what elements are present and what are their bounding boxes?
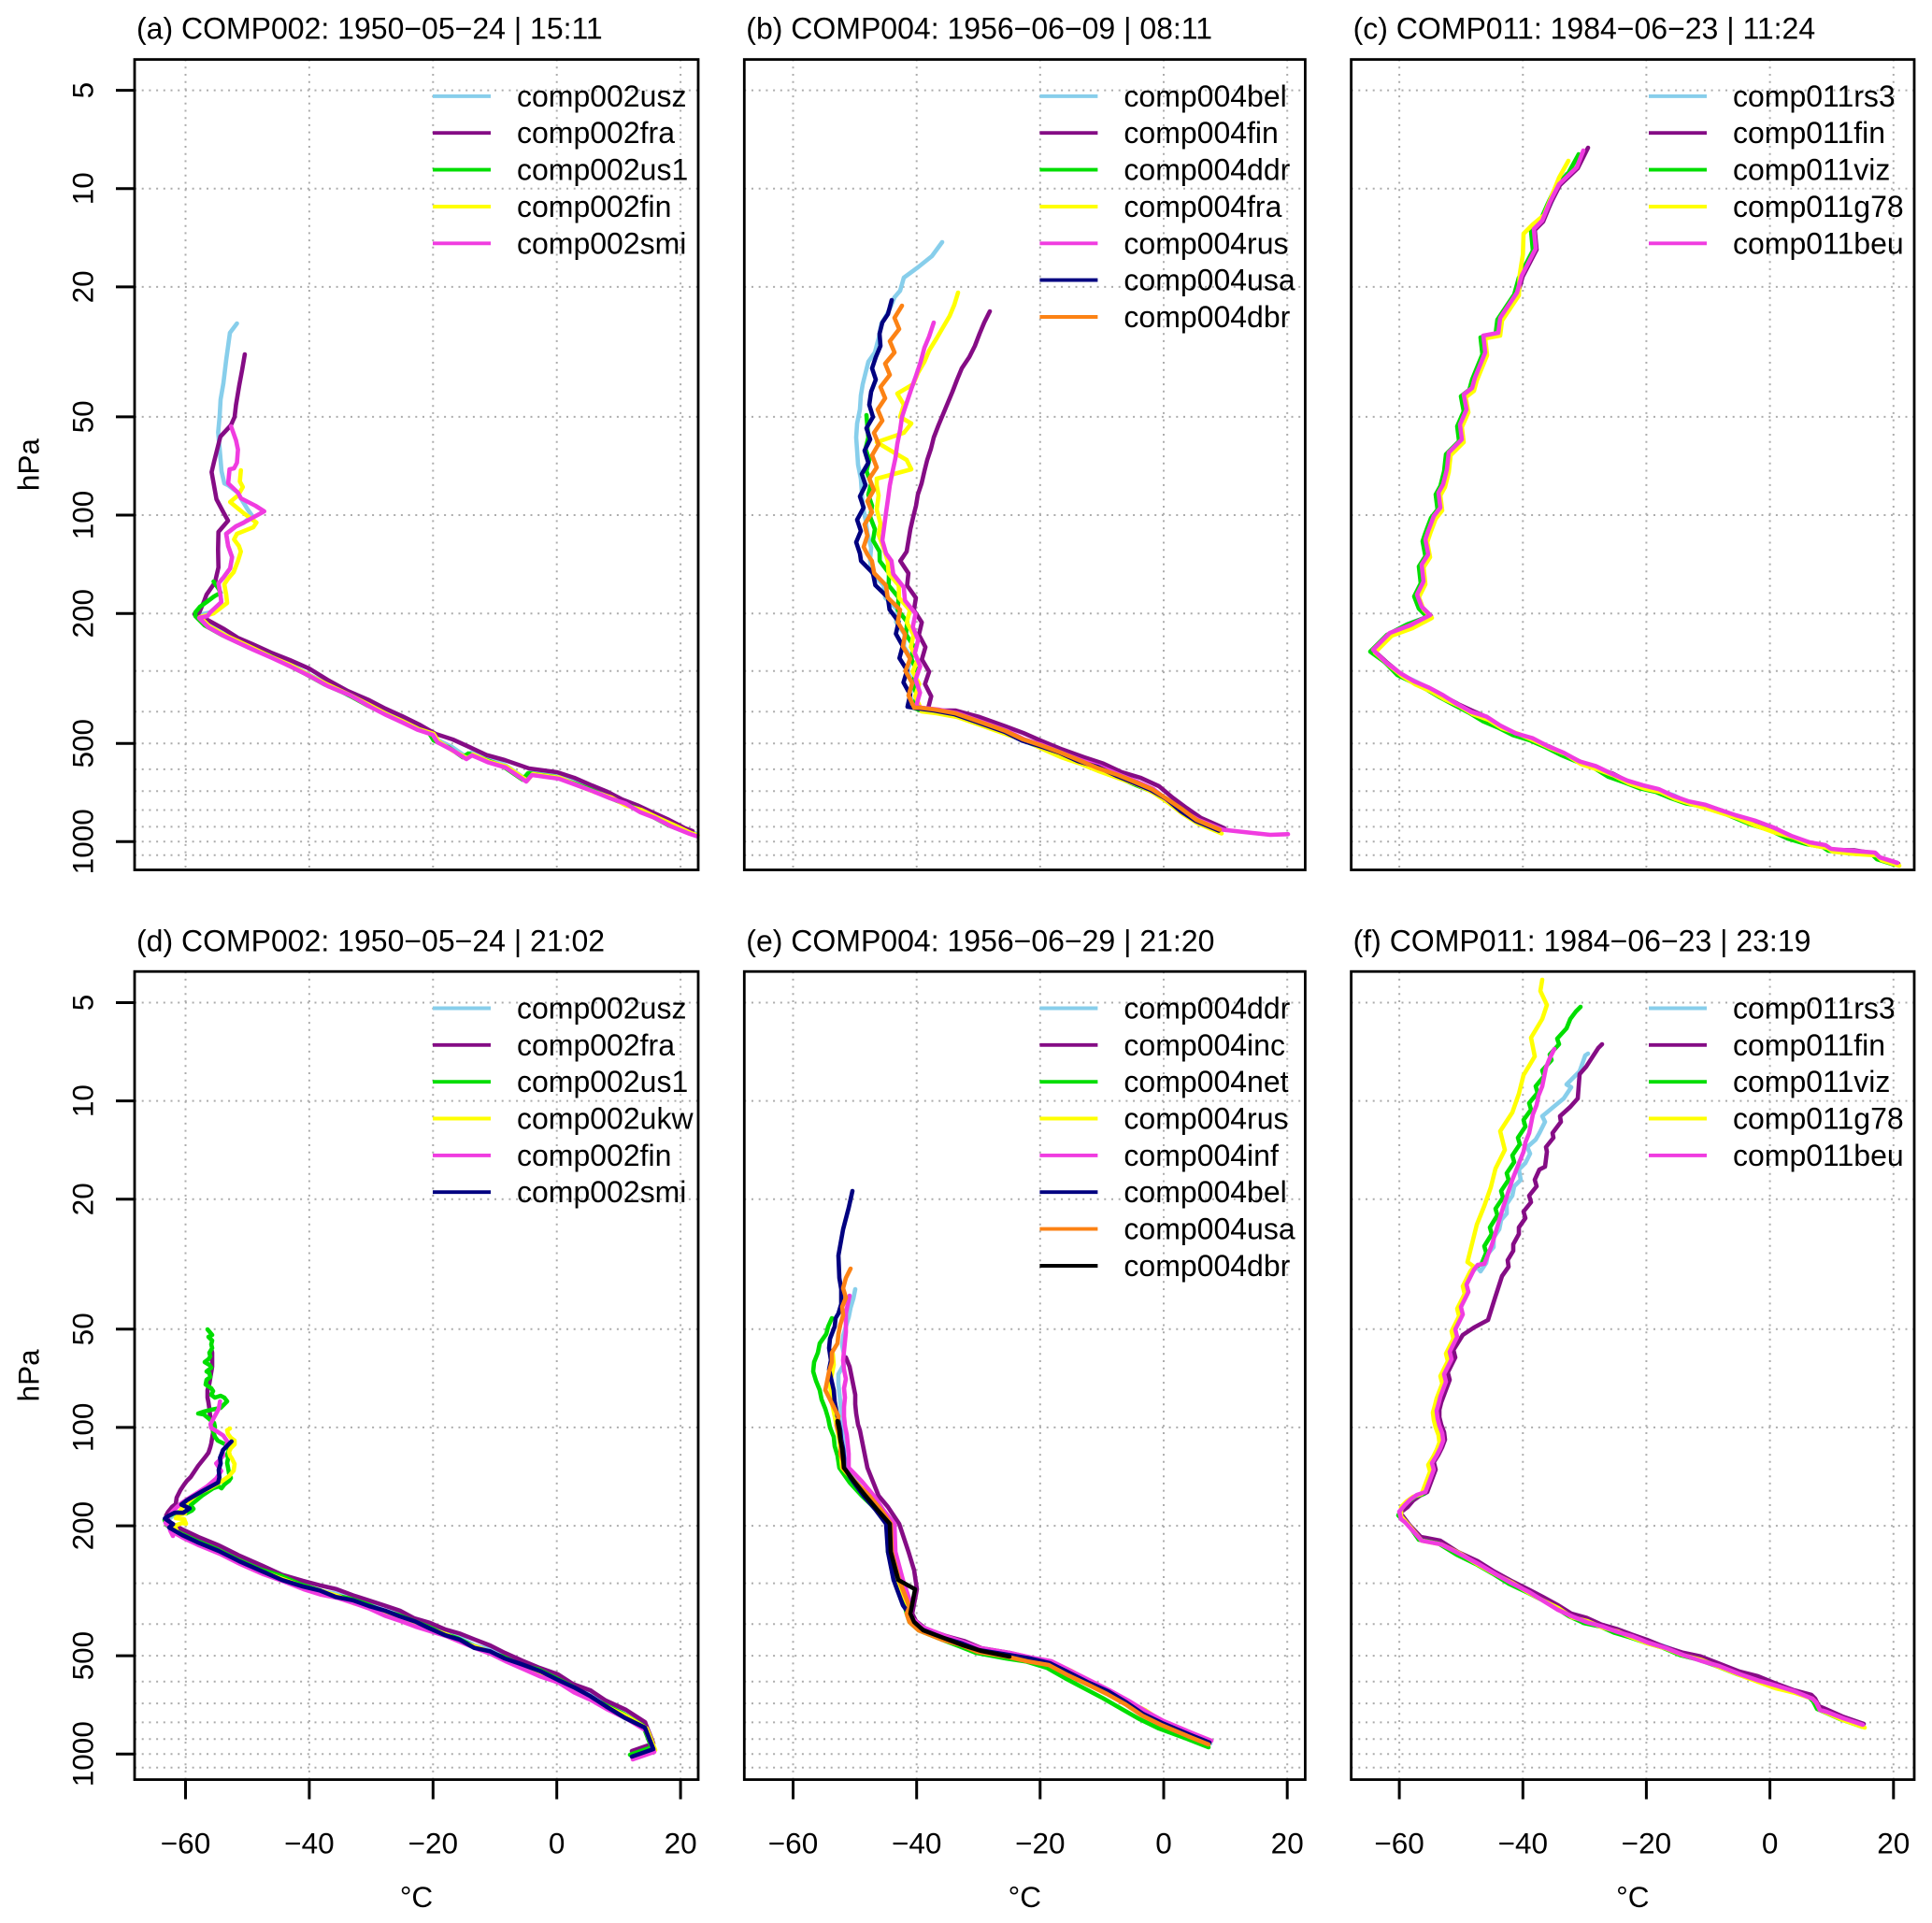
svg-text:−60: −60 — [161, 1827, 210, 1860]
svg-text:comp004inf: comp004inf — [1123, 1139, 1279, 1172]
svg-text:comp004fra: comp004fra — [1123, 190, 1281, 223]
svg-text:0: 0 — [1762, 1827, 1779, 1860]
svg-text:1000: 1000 — [66, 809, 100, 874]
svg-text:comp002fra: comp002fra — [517, 1028, 675, 1062]
svg-text:(b) COMP004: 1956−06−09 | 08:1: (b) COMP004: 1956−06−09 | 08:11 — [746, 12, 1212, 46]
svg-text:comp002usz: comp002usz — [517, 992, 686, 1026]
svg-text:(d) COMP002: 1950−05−24 | 21:0: (d) COMP002: 1950−05−24 | 21:02 — [136, 924, 605, 957]
svg-text:−40: −40 — [892, 1827, 941, 1860]
svg-text:comp002fra: comp002fra — [517, 116, 675, 150]
svg-text:(a) COMP002: 1950−05−24 | 15:1: (a) COMP002: 1950−05−24 | 15:11 — [136, 12, 603, 46]
svg-text:comp011fin: comp011fin — [1733, 1028, 1885, 1062]
svg-text:100: 100 — [66, 491, 100, 540]
svg-text:(c) COMP011: 1984−06−23 | 11:2: (c) COMP011: 1984−06−23 | 11:24 — [1353, 12, 1816, 46]
svg-text:comp011viz: comp011viz — [1733, 1065, 1890, 1098]
svg-text:50: 50 — [66, 400, 100, 433]
svg-text:200: 200 — [66, 1501, 100, 1551]
svg-text:comp002fin: comp002fin — [517, 1139, 671, 1172]
svg-text:°C: °C — [1616, 1880, 1649, 1914]
svg-text:comp002us1: comp002us1 — [517, 153, 688, 187]
svg-text:comp011g78: comp011g78 — [1733, 1102, 1904, 1136]
svg-text:20: 20 — [66, 270, 100, 303]
svg-text:comp004net: comp004net — [1123, 1065, 1288, 1098]
svg-text:10: 10 — [66, 172, 100, 205]
svg-text:50: 50 — [66, 1313, 100, 1345]
svg-text:comp002fin: comp002fin — [517, 190, 671, 223]
svg-text:5: 5 — [66, 82, 100, 99]
svg-text:(e) COMP004: 1956−06−29 | 21:2: (e) COMP004: 1956−06−29 | 21:20 — [746, 924, 1214, 957]
svg-text:0: 0 — [1155, 1827, 1172, 1860]
svg-text:comp004bel: comp004bel — [1123, 79, 1286, 113]
svg-text:comp004rus: comp004rus — [1123, 226, 1288, 260]
svg-text:20: 20 — [1271, 1827, 1304, 1860]
svg-text:−40: −40 — [284, 1827, 334, 1860]
svg-text:comp004dbr: comp004dbr — [1123, 1249, 1290, 1283]
svg-text:comp004rus: comp004rus — [1123, 1102, 1288, 1136]
svg-text:°C: °C — [400, 1880, 433, 1914]
svg-text:−40: −40 — [1498, 1827, 1548, 1860]
svg-text:10: 10 — [66, 1084, 100, 1117]
svg-text:comp011fin: comp011fin — [1733, 116, 1885, 150]
svg-text:comp004dbr: comp004dbr — [1123, 300, 1290, 334]
svg-text:500: 500 — [66, 1631, 100, 1681]
svg-text:20: 20 — [66, 1183, 100, 1215]
svg-text:comp004ddr: comp004ddr — [1123, 992, 1290, 1026]
svg-text:−20: −20 — [408, 1827, 458, 1860]
svg-text:comp004fin: comp004fin — [1123, 116, 1278, 150]
svg-text:comp002smi: comp002smi — [517, 226, 686, 260]
svg-text:−20: −20 — [1015, 1827, 1065, 1860]
svg-text:comp011rs3: comp011rs3 — [1733, 992, 1896, 1026]
svg-text:comp011beu: comp011beu — [1733, 1139, 1904, 1172]
svg-text:°C: °C — [1009, 1880, 1041, 1914]
svg-text:comp011viz: comp011viz — [1733, 153, 1890, 187]
svg-text:200: 200 — [66, 589, 100, 639]
svg-text:comp002smi: comp002smi — [517, 1175, 686, 1209]
svg-text:0: 0 — [549, 1827, 565, 1860]
svg-text:500: 500 — [66, 719, 100, 768]
svg-text:5: 5 — [66, 995, 100, 1012]
svg-text:comp004inc: comp004inc — [1123, 1028, 1285, 1062]
svg-text:comp004usa: comp004usa — [1123, 264, 1295, 297]
svg-text:comp011rs3: comp011rs3 — [1733, 79, 1896, 113]
svg-text:comp011beu: comp011beu — [1733, 226, 1904, 260]
svg-text:comp002us1: comp002us1 — [517, 1065, 688, 1098]
svg-text:comp002usz: comp002usz — [517, 79, 686, 113]
svg-text:−60: −60 — [1374, 1827, 1424, 1860]
svg-text:comp011g78: comp011g78 — [1733, 190, 1904, 223]
svg-text:comp004bel: comp004bel — [1123, 1175, 1286, 1209]
svg-text:comp004ddr: comp004ddr — [1123, 153, 1290, 187]
svg-text:(f) COMP011: 1984−06−23 | 23:1: (f) COMP011: 1984−06−23 | 23:19 — [1353, 924, 1811, 957]
svg-text:−60: −60 — [768, 1827, 818, 1860]
svg-text:hPa: hPa — [12, 1349, 46, 1402]
svg-text:comp004usa: comp004usa — [1123, 1213, 1295, 1246]
svg-text:comp002ukw: comp002ukw — [517, 1102, 694, 1136]
svg-text:20: 20 — [665, 1827, 697, 1860]
svg-text:100: 100 — [66, 1403, 100, 1453]
svg-text:20: 20 — [1877, 1827, 1910, 1860]
svg-text:−20: −20 — [1622, 1827, 1671, 1860]
svg-text:hPa: hPa — [12, 438, 46, 492]
svg-text:1000: 1000 — [66, 1721, 100, 1787]
